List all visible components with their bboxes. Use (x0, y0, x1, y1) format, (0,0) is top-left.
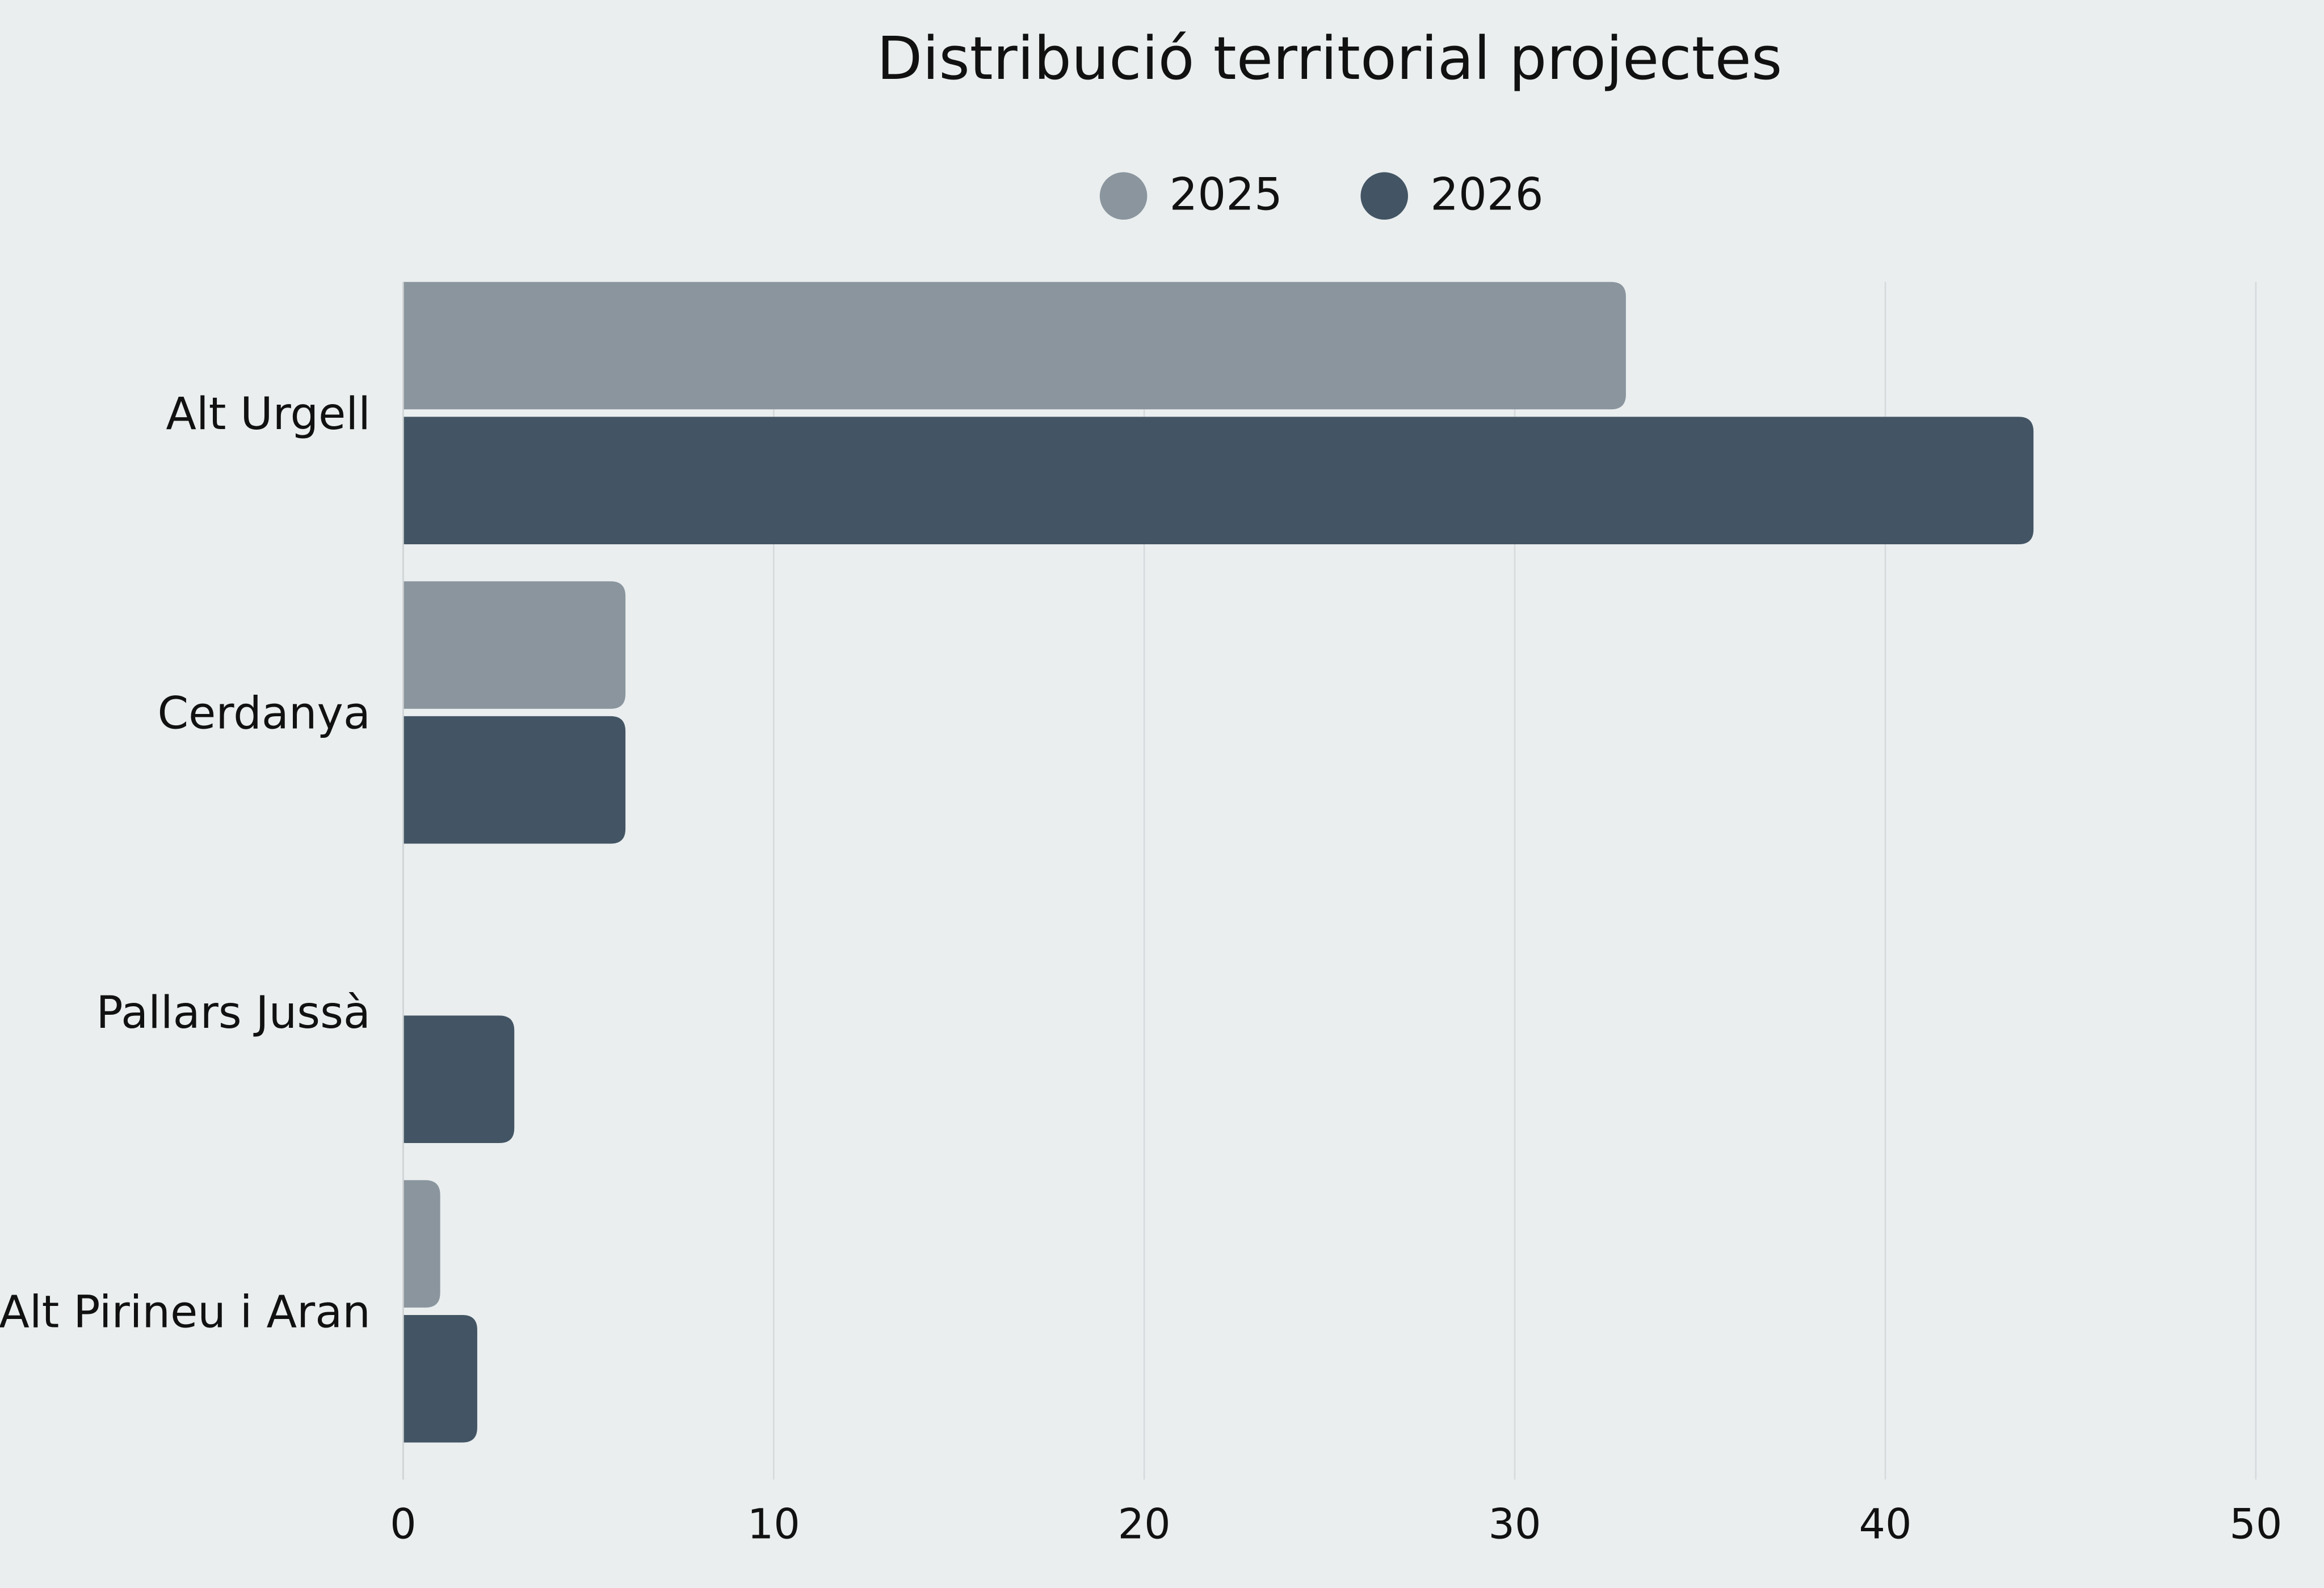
bar (403, 1314, 477, 1443)
x-tick-label: 40 (1859, 1500, 1911, 1548)
y-tick-label: Alt Urgell (166, 388, 371, 440)
y-tick-label: Pallars Jussà (96, 987, 371, 1039)
x-tick-label: 30 (1489, 1500, 1541, 1548)
legend-label: 2025 (1170, 169, 1283, 220)
bar (403, 716, 626, 844)
bar (403, 1015, 515, 1144)
y-tick-label: Alt Pirineu i Aran (0, 1286, 371, 1338)
x-tick-label: 20 (1118, 1500, 1171, 1548)
bar (403, 417, 2034, 544)
x-tick-label: 50 (2229, 1500, 2282, 1548)
bar (403, 581, 626, 709)
chart-title: Distribució territorial projectes (877, 24, 1782, 93)
x-tick-label: 10 (747, 1500, 800, 1548)
y-tick-label: Cerdanya (157, 687, 370, 739)
x-tick-label: 0 (390, 1500, 417, 1548)
bar (403, 1180, 440, 1308)
legend-marker (1360, 172, 1409, 220)
bar (403, 282, 1626, 410)
legend-marker (1099, 172, 1148, 220)
legend-label: 2026 (1430, 169, 1543, 220)
